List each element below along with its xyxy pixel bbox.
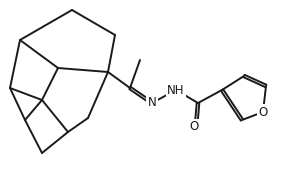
Text: O: O xyxy=(258,105,268,118)
Text: NH: NH xyxy=(167,83,185,96)
Text: O: O xyxy=(189,121,199,134)
Text: N: N xyxy=(148,96,156,109)
